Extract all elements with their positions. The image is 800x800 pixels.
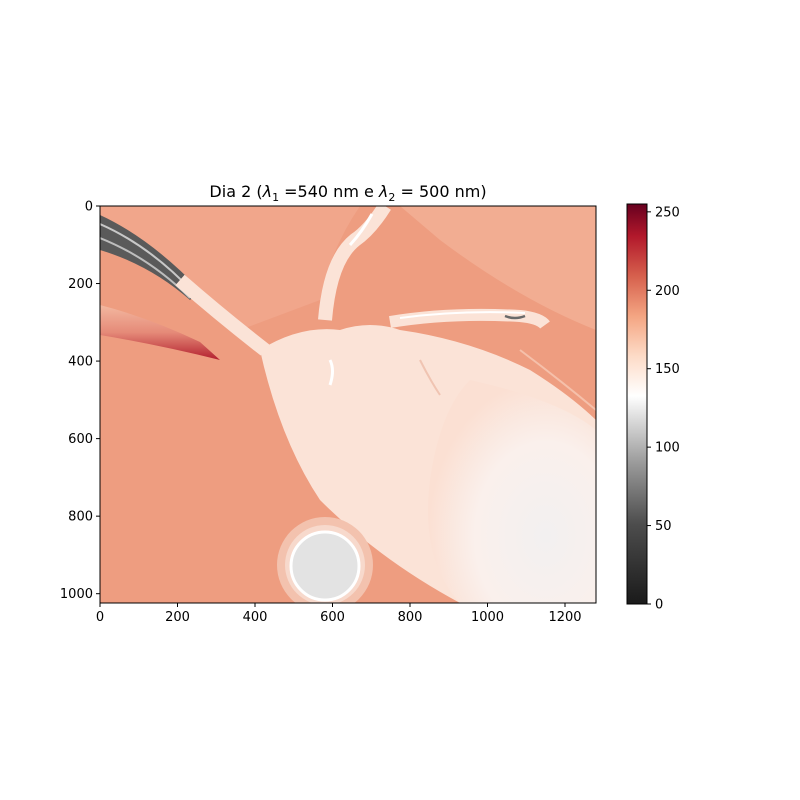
colorbar-frame	[626, 203, 648, 605]
x-tick-label: 1000	[471, 610, 504, 625]
colorbar-tick-label: 0	[655, 598, 663, 613]
y-tick-label: 800	[68, 510, 93, 525]
heatmap-top-vessel-highlight	[348, 213, 374, 247]
colorbar-tick-label: 50	[655, 519, 672, 534]
heatmap-right-vessel	[389, 308, 550, 329]
x-tick-label: 800	[398, 610, 423, 625]
x-tick-label: 600	[320, 610, 345, 625]
colorbar-ticks: 0 50 100 150 200 250	[647, 205, 680, 613]
heatmap-texture	[328, 359, 334, 386]
heatmap-image	[100, 206, 596, 603]
x-tick-label: 400	[243, 610, 268, 625]
heatmap-right-vessel-highlight	[399, 311, 526, 319]
y-tick-label: 400	[68, 355, 93, 370]
heatmap-left-vessel	[175, 274, 270, 356]
colorbar: 0 50 100 150 200 250	[626, 203, 680, 613]
heatmap-top-left-region	[100, 206, 360, 330]
chart-title: Dia 2 (λ1 =540 nm e λ2 = 500 nm)	[209, 182, 486, 204]
heatmap-texture	[419, 359, 441, 396]
colorbar-tick-label: 200	[655, 284, 680, 299]
x-tick-label: 1200	[548, 610, 581, 625]
y-tick-label: 0	[85, 200, 93, 215]
heatmap-right-vessel-dark	[504, 314, 526, 320]
colorbar-tick-label: 100	[655, 441, 680, 456]
colorbar-gradient	[627, 204, 647, 604]
y-tick-label: 600	[68, 432, 93, 447]
heatmap-texture	[519, 349, 596, 411]
x-tick-label: 0	[96, 610, 104, 625]
colorbar-tick-label: 250	[655, 205, 680, 220]
y-axis: 0 200 400 600 800 1000	[60, 200, 100, 602]
x-axis: 0 200 400 600 800 1000 1200	[96, 603, 582, 625]
y-tick-label: 1000	[60, 587, 93, 602]
heatmap-left-band	[100, 305, 220, 360]
heatmap-bright-disk	[289, 530, 361, 602]
colorbar-tick-label: 150	[655, 362, 680, 377]
heatmap-top-right-region	[400, 206, 596, 330]
plot-frame	[99, 205, 597, 604]
y-tick-label: 200	[68, 277, 93, 292]
heatmap-lower-right-lobe	[428, 380, 596, 603]
x-tick-label: 200	[165, 610, 190, 625]
